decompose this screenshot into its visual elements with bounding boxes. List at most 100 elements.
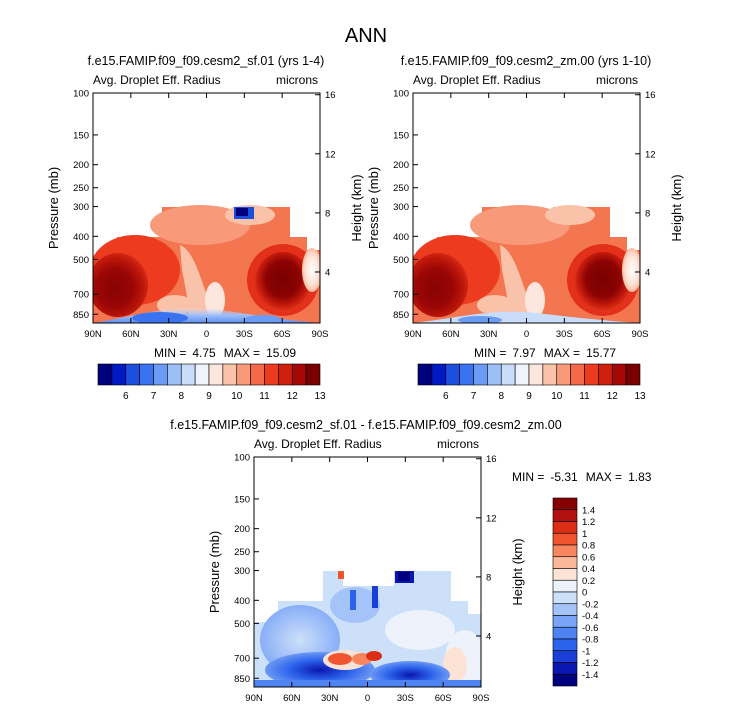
colorbar-swatch: [139, 363, 154, 386]
x-tick-label: 30S: [397, 693, 414, 704]
y-tick-label: 200: [393, 160, 409, 171]
x-tick-label: 30N: [480, 329, 498, 340]
colorbar-swatch: [570, 363, 585, 386]
colorbar-swatch: [552, 544, 578, 558]
y-tick-label: 300: [393, 202, 409, 213]
colorbar-swatch: [514, 363, 530, 386]
y-tick-label: 500: [234, 619, 250, 630]
x-tick-label: 30N: [321, 693, 339, 704]
y2-tick-label: 16: [325, 90, 336, 101]
field-contour: [372, 586, 378, 608]
panel-title: f.e15.FAMIP.f09_f09.cesm2_sf.01 (yrs 1-4…: [88, 54, 325, 68]
colorbar-swatch: [552, 556, 578, 569]
field-contour: [255, 252, 311, 312]
field-contour: [302, 248, 320, 292]
colorbar-label: -0.6: [582, 623, 598, 634]
field-contour: [413, 253, 468, 317]
x-tick-label: 60S: [594, 329, 611, 340]
colorbar: 1.41.210.80.60.40.20-0.2-0.4-0.6-0.8-1-1…: [552, 497, 598, 687]
colorbar-label: 0.2: [582, 576, 595, 587]
colorbar-label: -1: [582, 646, 590, 657]
colorbar-swatch: [194, 363, 210, 386]
colorbar-swatch: [473, 363, 488, 386]
x-tick-label: 30S: [556, 329, 573, 340]
y2-tick-label: 4: [645, 267, 650, 278]
y-tick-label: 500: [73, 255, 89, 266]
panel-title: f.e15.FAMIP.f09_f09.cesm2_zm.00 (yrs 1-1…: [401, 54, 652, 68]
colorbar-swatch: [222, 363, 238, 386]
y-tick-label: 200: [73, 160, 89, 171]
colorbar-swatch: [542, 363, 558, 386]
colorbar-swatch: [250, 363, 265, 386]
y2-tick-label: 16: [645, 90, 656, 101]
colorbar-label: 8: [498, 391, 504, 402]
field-contour: [350, 590, 356, 610]
colorbar-swatch: [625, 363, 641, 386]
x-tick-label: 30N: [160, 329, 178, 340]
colorbar-label: 0.6: [582, 552, 595, 563]
field-contour: [236, 208, 248, 216]
field-contour: [458, 316, 502, 323]
colorbar-label: 7: [151, 391, 157, 402]
x-tick-label: 60S: [274, 329, 291, 340]
colorbar-label: -0.8: [582, 635, 598, 646]
colorbar-label: 10: [551, 391, 563, 402]
colorbar-swatch: [487, 363, 502, 386]
colorbar-swatch: [459, 363, 474, 386]
y-tick-label: 150: [393, 130, 409, 141]
min-label: MIN = -5.31 MAX = 1.83: [512, 470, 652, 484]
colorbar-label: -0.4: [582, 611, 598, 622]
x-tick-label: 60N: [122, 329, 140, 340]
x-tick-label: 30S: [236, 329, 253, 340]
colorbar-swatch: [125, 363, 140, 386]
colorbar-label: 12: [287, 391, 299, 402]
colorbar-label: 13: [634, 391, 646, 402]
colorbar-label: 9: [206, 391, 212, 402]
axes: 90N 60N 30N 0 30S 60S 90S 100 150 200 250 300 400 500…: [73, 89, 335, 341]
colorbar-swatch: [528, 363, 544, 386]
colorbar-label: 7: [471, 391, 477, 402]
x-tick-label: 90S: [632, 329, 649, 340]
x-tick-label: 90S: [473, 693, 490, 704]
field-contours: [254, 571, 481, 687]
y2-tick-label: 8: [325, 208, 330, 219]
y-tick-label: 300: [73, 202, 89, 213]
axes: 90N 60N 30N 0 30S 60S 90S 100 150 200 250 300 400 500…: [393, 89, 655, 341]
colorbar-label: 6: [123, 391, 129, 402]
field-contour: [575, 252, 631, 312]
colorbar-swatch: [552, 650, 578, 663]
colorbar-swatch: [552, 521, 578, 534]
field-contour: [622, 248, 640, 292]
y-tick-label: 850: [393, 310, 409, 321]
field-contours: [93, 205, 320, 323]
colorbar-label: 12: [607, 391, 619, 402]
field-contour: [525, 282, 545, 318]
variable-label: Avg. Droplet Eff. Radius: [254, 437, 382, 451]
colorbar-swatch: [598, 363, 613, 386]
colorbar-swatch: [291, 363, 307, 386]
y2-tick-label: 4: [486, 631, 491, 642]
colorbar-swatch: [264, 363, 279, 386]
y-tick-label: 700: [234, 654, 250, 665]
colorbar-label: -0.2: [582, 599, 598, 610]
y-axis-label: Pressure (mb): [366, 167, 381, 249]
x-tick-label: 90N: [245, 693, 263, 704]
colorbar-swatch: [552, 615, 578, 628]
y-tick-label: 400: [234, 596, 250, 607]
panel-zm00: f.e15.FAMIP.f09_f09.cesm2_zm.00 (yrs 1-1…: [366, 54, 684, 402]
colorbar-swatch: [552, 509, 578, 522]
colorbar-swatch: [431, 363, 447, 386]
y-tick-label: 150: [234, 494, 250, 505]
units-label: microns: [437, 437, 479, 451]
page-title: ANN: [345, 25, 387, 47]
field-contour: [477, 295, 513, 315]
y2-tick-label: 12: [325, 149, 336, 160]
y-tick-label: 250: [234, 547, 250, 558]
x-tick-label: 90N: [84, 329, 102, 340]
field-contour: [328, 653, 352, 665]
min-label: MIN = 7.97 MAX = 15.77: [474, 346, 616, 360]
y-axis-label: Pressure (mb): [207, 531, 222, 613]
y-tick-label: 400: [393, 232, 409, 243]
y-tick-label: 100: [393, 89, 409, 100]
y2-tick-label: 16: [486, 454, 497, 465]
